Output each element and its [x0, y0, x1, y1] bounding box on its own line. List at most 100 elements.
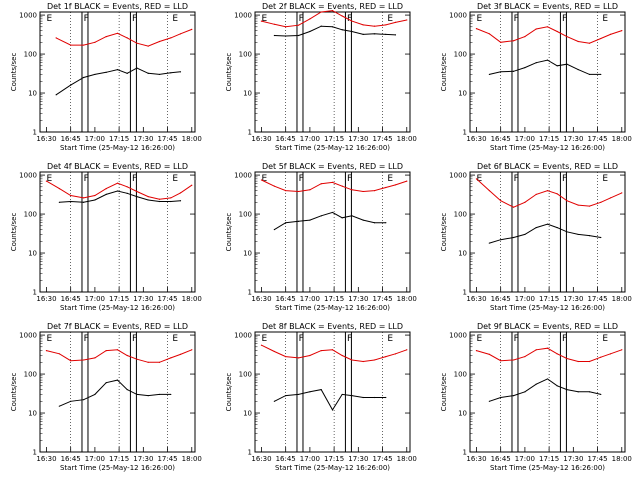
interval-box — [559, 11, 567, 133]
data-point — [600, 37, 602, 40]
data-point — [170, 72, 172, 74]
data-point — [191, 349, 193, 351]
data-point — [179, 33, 182, 35]
data-point — [524, 391, 526, 393]
x-tick-label: 17:30 — [133, 455, 153, 463]
panel-title: Det 2f BLACK = Events, RED = LLD — [262, 2, 403, 11]
x-tick-label: 16:45 — [61, 455, 81, 463]
flag-letter: E — [172, 14, 178, 24]
data-point — [158, 393, 161, 396]
data-point — [577, 391, 579, 393]
data-point — [512, 236, 515, 239]
x-axis-label: Start Time (25-May-12 16:26:00) — [60, 464, 175, 472]
data-point — [58, 201, 60, 203]
data-point — [320, 25, 322, 27]
data-point — [147, 361, 149, 363]
y-tick-label: 10 — [458, 250, 467, 258]
panel-title: Det 9f BLACK = Events, RED = LLD — [477, 322, 618, 331]
data-point — [260, 179, 263, 181]
x-tick-label: 17:00 — [515, 295, 535, 303]
data-point — [94, 194, 96, 197]
flag-letter: E — [476, 334, 482, 344]
x-tick-label: 17:30 — [348, 135, 368, 143]
x-tick-label: 17:00 — [85, 455, 105, 463]
x-tick-label: 17:30 — [563, 455, 583, 463]
x-tick-label: 17:30 — [133, 295, 153, 303]
data-point — [170, 357, 172, 359]
x-tick-label: 17:00 — [300, 455, 320, 463]
x-tick-label: 17:15 — [324, 455, 344, 463]
y-tick-label: 10 — [458, 90, 467, 98]
y-tick-label: 1000 — [449, 332, 467, 340]
flag-letter: E — [602, 174, 608, 184]
y-tick-label: 1 — [33, 129, 37, 137]
data-point — [309, 391, 311, 393]
x-tick-label: 17:15 — [109, 295, 129, 303]
data-point — [331, 10, 334, 12]
x-axis-label: Start Time (25-May-12 16:26:00) — [275, 464, 390, 472]
y-tick-label: 1 — [248, 449, 252, 457]
x-tick-label: 17:45 — [587, 455, 607, 463]
data-point — [394, 21, 397, 23]
data-point — [147, 45, 149, 47]
data-point — [385, 396, 387, 399]
data-point — [147, 72, 149, 74]
data-point — [500, 360, 502, 362]
flag-letter: F — [84, 14, 89, 24]
data-point — [385, 222, 387, 224]
data-point — [524, 201, 526, 203]
y-tick-label: 10 — [28, 250, 37, 258]
data-point — [273, 23, 275, 25]
series-line-lld — [261, 179, 407, 193]
data-point — [70, 44, 72, 46]
x-tick-label: 17:30 — [348, 455, 368, 463]
data-point — [577, 68, 579, 71]
y-tick-label: 10 — [243, 250, 252, 258]
panel-title: Det 8f BLACK = Events, RED = LLD — [262, 322, 403, 331]
y-tick-label: 1000 — [19, 172, 37, 180]
data-point — [309, 30, 311, 33]
x-axis-label: Start Time (25-May-12 16:26:00) — [60, 144, 175, 152]
x-tick-label: 18:00 — [612, 135, 632, 143]
data-point — [105, 71, 107, 73]
y-tick-label: 1000 — [234, 332, 252, 340]
data-point — [116, 32, 119, 34]
data-point — [158, 73, 161, 76]
data-point — [535, 62, 537, 64]
data-point — [297, 357, 300, 359]
data-point — [105, 349, 107, 352]
data-point — [320, 215, 322, 217]
x-tick-label: 17:45 — [372, 295, 392, 303]
data-point — [609, 33, 612, 35]
y-tick-label: 1 — [463, 449, 467, 457]
data-point — [566, 357, 568, 360]
data-point — [341, 393, 343, 396]
data-point — [179, 192, 182, 194]
plot-frame — [39, 171, 196, 293]
data-point — [158, 200, 161, 203]
data-point — [621, 349, 623, 351]
data-point — [116, 379, 119, 381]
data-point — [55, 94, 57, 96]
data-point — [55, 37, 57, 39]
flag-letter: E — [476, 174, 482, 184]
y-tick-label: 100 — [24, 51, 37, 59]
data-point — [147, 199, 149, 201]
data-point — [82, 197, 85, 199]
flag-letter: F — [84, 174, 89, 184]
data-point — [170, 393, 172, 396]
data-point — [191, 28, 193, 30]
flag-letter: F — [562, 334, 567, 344]
data-point — [524, 356, 526, 358]
data-point — [524, 66, 526, 69]
data-point — [105, 188, 107, 190]
flag-letter: F — [562, 174, 567, 184]
data-point — [273, 350, 275, 353]
series-line-lld — [46, 180, 193, 200]
data-point — [126, 72, 128, 74]
y-axis-label: Counts/sec — [440, 53, 448, 92]
plot-frame — [469, 171, 626, 293]
flag-letter: E — [172, 334, 178, 344]
data-point — [621, 192, 623, 194]
